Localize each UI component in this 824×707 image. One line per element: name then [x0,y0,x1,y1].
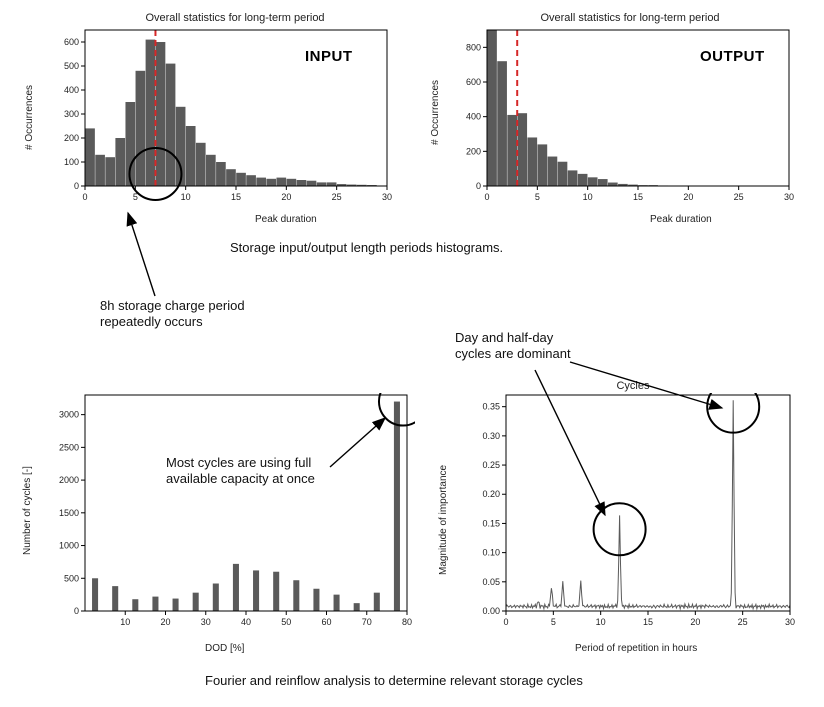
bottom-left-chart: 0 500 1000 1500 2000 2500 3000 10 20 30 40 50 60 70 80 [55,393,415,633]
svg-text:0: 0 [74,606,79,616]
svg-text:2500: 2500 [59,442,79,452]
svg-text:3000: 3000 [59,410,79,420]
svg-text:0.30: 0.30 [482,431,500,441]
svg-text:25: 25 [734,192,744,202]
top-left-ylabel: # Occurrences [24,85,35,150]
bottom-right-ylabel: Magnitude of importance [438,465,449,575]
bottom-caption: Fourier and reinflow analysis to determi… [205,673,583,688]
annotation-day-cycles: Day and half-day cycles are dominant [455,330,571,363]
svg-text:1500: 1500 [59,508,79,518]
svg-text:20: 20 [683,192,693,202]
svg-text:0: 0 [484,192,489,202]
svg-text:5: 5 [535,192,540,202]
svg-text:800: 800 [466,42,481,52]
svg-text:30: 30 [784,192,794,202]
svg-text:25: 25 [332,192,342,202]
svg-text:0.35: 0.35 [482,402,500,412]
top-right-ylabel: # Occurrences [430,80,441,145]
svg-text:80: 80 [402,617,412,627]
svg-text:40: 40 [241,617,251,627]
top-caption: Storage input/output length periods hist… [230,240,503,255]
svg-text:1000: 1000 [59,541,79,551]
svg-text:10: 10 [596,617,606,627]
svg-text:0.05: 0.05 [482,577,500,587]
svg-text:300: 300 [64,109,79,119]
svg-text:0: 0 [82,192,87,202]
svg-text:10: 10 [120,617,130,627]
svg-text:25: 25 [738,617,748,627]
svg-text:200: 200 [64,133,79,143]
bottom-right-title: Cycles [468,380,798,392]
svg-text:200: 200 [466,146,481,156]
annotation-day-line1: Day and half-day [455,330,553,345]
svg-text:0: 0 [74,181,79,191]
svg-text:500: 500 [64,61,79,71]
svg-text:50: 50 [281,617,291,627]
svg-text:10: 10 [583,192,593,202]
svg-text:5: 5 [551,617,556,627]
svg-text:0.00: 0.00 [482,606,500,616]
svg-text:15: 15 [231,192,241,202]
svg-text:0.20: 0.20 [482,489,500,499]
svg-text:0.15: 0.15 [482,518,500,528]
svg-text:2000: 2000 [59,475,79,485]
svg-text:30: 30 [201,617,211,627]
svg-text:0: 0 [503,617,508,627]
svg-text:20: 20 [160,617,170,627]
bottom-left-xlabel: DOD [%] [205,643,244,654]
svg-text:60: 60 [321,617,331,627]
top-left-chart: 0100200300400500600051015202530 [55,28,395,208]
svg-text:30: 30 [785,617,795,627]
svg-text:70: 70 [362,617,372,627]
svg-text:400: 400 [64,85,79,95]
svg-text:0.10: 0.10 [482,548,500,558]
svg-text:15: 15 [633,192,643,202]
top-right-chart: 0 200 400 600 800 0 5 10 15 20 25 30 [457,28,797,208]
svg-text:600: 600 [64,37,79,47]
svg-text:400: 400 [466,112,481,122]
svg-text:20: 20 [281,192,291,202]
svg-text:100: 100 [64,157,79,167]
svg-text:15: 15 [643,617,653,627]
annotation-day-line2: cycles are dominant [455,346,571,361]
top-right-title: Overall statistics for long-term period [465,12,795,24]
top-right-xlabel: Peak duration [650,214,712,225]
annotation-8h-line2: repeatedly occurs [100,314,203,329]
annotation-8h-line1: 8h storage charge period [100,298,245,313]
annotation-8h: 8h storage charge period repeatedly occu… [100,298,245,331]
bottom-right-xlabel: Period of repetition in hours [575,643,697,654]
top-left-title: Overall statistics for long-term period [70,12,400,24]
svg-text:600: 600 [466,77,481,87]
svg-text:500: 500 [64,573,79,583]
top-left-xlabel: Peak duration [255,214,317,225]
svg-text:20: 20 [690,617,700,627]
svg-text:0: 0 [476,181,481,191]
svg-text:10: 10 [181,192,191,202]
bottom-right-chart: 0.00 0.05 0.10 0.15 0.20 0.25 0.30 0.35 0 5 10 15 20… [468,393,798,633]
figure-page: { "colors": { "bar": "#5a5a5a", "dashed_… [0,0,824,707]
svg-text:0.25: 0.25 [482,460,500,470]
svg-text:30: 30 [382,192,392,202]
bottom-left-ylabel: Number of cycles [-] [22,466,33,555]
